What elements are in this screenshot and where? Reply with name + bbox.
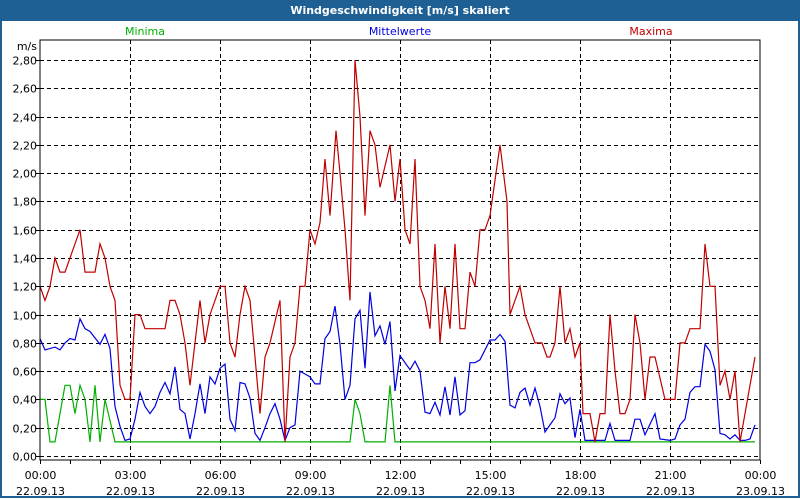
- x-tick-date: 22.09.13: [286, 485, 335, 498]
- x-tick-date: 22.09.13: [16, 485, 65, 498]
- x-tick-time: 12:00: [385, 469, 417, 482]
- y-axis-unit: m/s: [17, 40, 37, 53]
- x-tick-date: 23.09.13: [736, 485, 785, 498]
- y-tick-label: 2,60: [13, 83, 38, 96]
- grid: [40, 40, 760, 460]
- y-tick-label: 0,20: [13, 423, 38, 436]
- x-tick-date: 22.09.13: [646, 485, 695, 498]
- y-tick-label: 0,60: [13, 366, 38, 379]
- y-tick-label: 1,00: [13, 310, 38, 323]
- series-line-mittelwerte: [39, 291, 756, 443]
- x-tick-time: 21:00: [655, 469, 687, 482]
- x-tick-date: 22.09.13: [556, 485, 605, 498]
- chart-title: Windgeschwindigkeit [m/s] skaliert: [0, 0, 800, 21]
- legend-minima: Minima: [125, 25, 165, 38]
- y-tick-label: 1,20: [13, 281, 38, 294]
- y-tick-label: 2,80: [13, 55, 38, 68]
- y-tick-label: 2,00: [13, 168, 38, 181]
- legend-mittelwerte: Mittelwerte: [369, 25, 432, 38]
- x-tick-time: 06:00: [205, 469, 237, 482]
- y-tick-label: 2,40: [13, 112, 38, 125]
- x-tick-date: 22.09.13: [376, 485, 425, 498]
- y-tick-label: 1,80: [13, 196, 38, 209]
- series-lines: [39, 59, 756, 443]
- legend-maxima: Maxima: [629, 25, 672, 38]
- y-tick-label: 0,80: [13, 338, 38, 351]
- x-tick-time: 00:00: [745, 469, 777, 482]
- axes: 0,00 0,20 0,40 0,60 0,80 1,00 1,20 1,40 1,60 1,80…: [13, 55, 785, 499]
- series-line-maxima: [39, 59, 756, 443]
- y-tick-label: 0,00: [13, 451, 38, 464]
- x-tick-date: 22.09.13: [466, 485, 515, 498]
- x-tick-date: 22.09.13: [106, 485, 155, 498]
- y-tick-label: 0,40: [13, 394, 38, 407]
- x-tick-time: 00:00: [25, 469, 57, 482]
- x-tick-time: 09:00: [295, 469, 327, 482]
- series-line-minima: [40, 382, 755, 443]
- x-tick-time: 03:00: [115, 469, 147, 482]
- y-tick-label: 1,40: [13, 253, 38, 266]
- x-tick-time: 15:00: [475, 469, 507, 482]
- y-tick-label: 2,20: [13, 140, 38, 153]
- x-tick-date: 22.09.13: [196, 485, 245, 498]
- y-tick-label: 1,60: [13, 225, 38, 238]
- x-tick-time: 18:00: [565, 469, 597, 482]
